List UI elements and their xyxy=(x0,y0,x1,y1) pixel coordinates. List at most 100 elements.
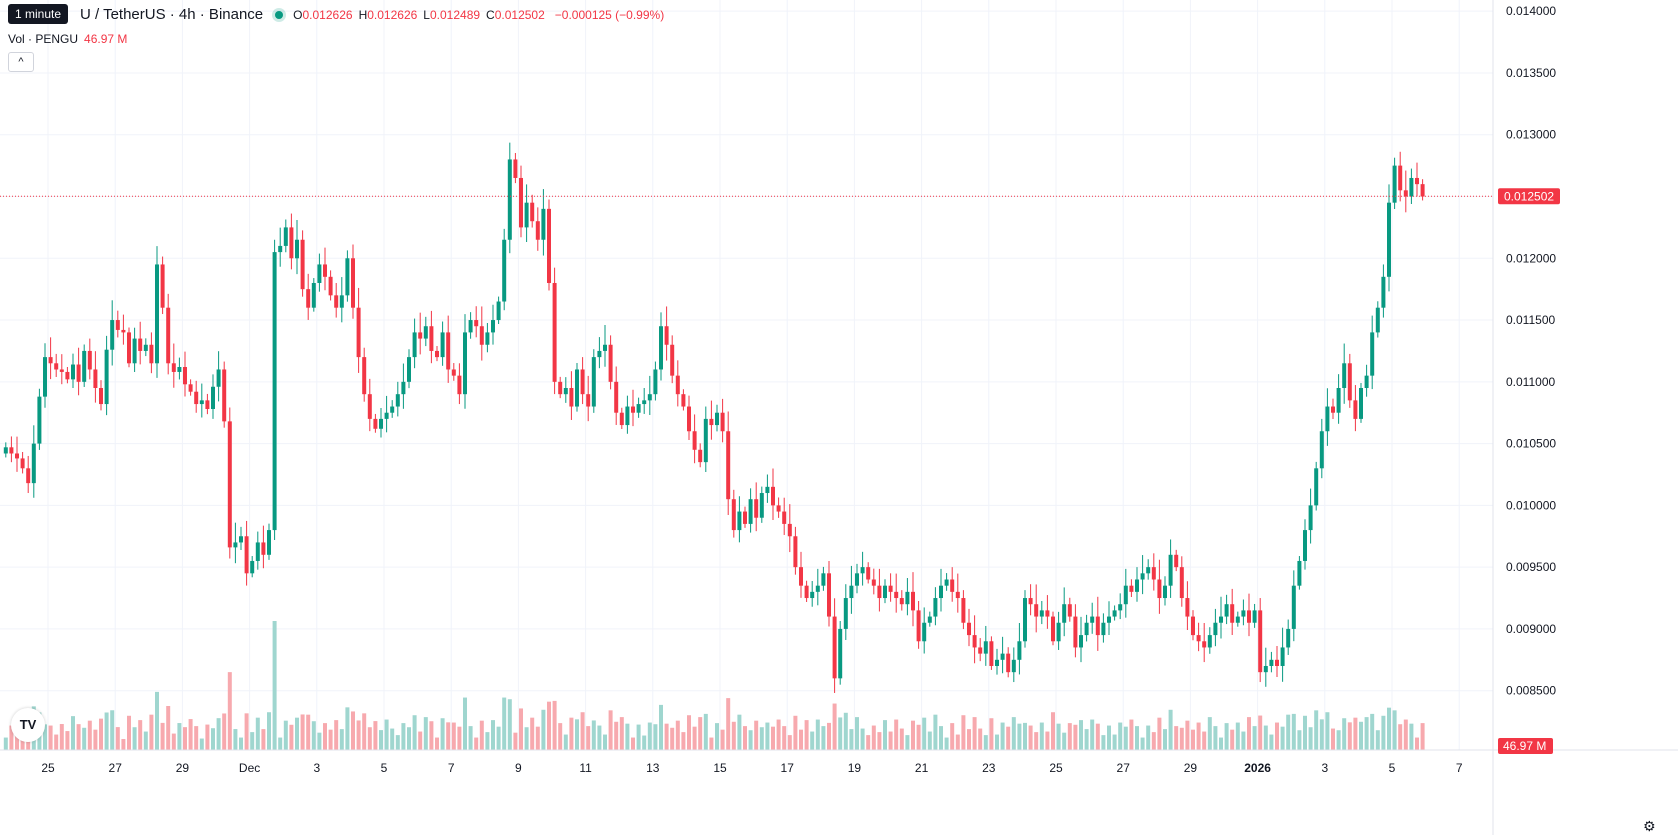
candle-body xyxy=(166,307,171,364)
volume-bar xyxy=(1213,726,1218,750)
volume-bar xyxy=(491,720,495,750)
volume-bar xyxy=(793,715,798,750)
volume-bar xyxy=(832,703,837,750)
volume-bar xyxy=(670,727,675,750)
candle-body xyxy=(524,202,529,228)
candle-body xyxy=(435,350,439,358)
volume-bar xyxy=(888,731,893,750)
volume-bar xyxy=(1017,723,1022,750)
volume-bar xyxy=(899,728,904,750)
candle-body xyxy=(1157,579,1162,599)
candle-body xyxy=(1342,363,1347,389)
x-tick-label: 21 xyxy=(915,761,929,775)
volume-bar xyxy=(233,729,238,750)
y-tick-label: 0.009500 xyxy=(1506,560,1556,574)
volume-bar xyxy=(311,721,316,750)
candle-body xyxy=(552,282,557,382)
candle-body xyxy=(922,622,927,642)
volume-bar xyxy=(1269,734,1274,750)
collapse-legend-button[interactable]: ^ xyxy=(8,52,34,72)
volume-bar xyxy=(1252,726,1257,750)
high-value: H0.012626 xyxy=(358,7,418,22)
candle-body xyxy=(1325,406,1330,432)
candle-body xyxy=(1331,406,1335,413)
candle-body xyxy=(1079,635,1083,648)
volume-bar xyxy=(390,728,395,750)
candle-body xyxy=(233,542,238,548)
volume-bar xyxy=(272,621,277,750)
volume-bar xyxy=(883,720,887,750)
volume-bar xyxy=(743,726,747,750)
volume-bar xyxy=(1123,726,1128,750)
candle-body xyxy=(642,400,647,405)
y-tick-label: 0.010500 xyxy=(1506,437,1556,451)
candle-body xyxy=(1286,628,1291,648)
volume-bar xyxy=(188,719,193,750)
candle-body xyxy=(653,369,658,395)
candle-body xyxy=(1135,579,1139,592)
candle-body xyxy=(989,641,994,666)
candle-body xyxy=(300,239,305,290)
change-value: −0.000125 (−0.99%) xyxy=(554,7,665,22)
candle-body xyxy=(558,381,563,395)
volume-bar xyxy=(849,729,854,750)
candle-body xyxy=(1028,598,1033,605)
volume-bar xyxy=(407,727,411,750)
volume-bar xyxy=(765,722,770,750)
volume-bar xyxy=(799,729,803,750)
volume-bar xyxy=(995,734,999,750)
price-axis[interactable]: 0.0140000.0135000.0130000.0125000.012000… xyxy=(1492,0,1556,835)
candle-body xyxy=(351,258,355,308)
volume-bar xyxy=(71,716,75,750)
candle-body xyxy=(401,381,406,395)
volume-bar xyxy=(1151,732,1156,750)
candle-body xyxy=(468,320,473,333)
candle-body xyxy=(1179,567,1184,599)
candle-body xyxy=(939,585,943,599)
volume-bar xyxy=(967,729,971,750)
volume-bar xyxy=(715,723,719,750)
volume-bar xyxy=(1207,717,1212,750)
volume-bar xyxy=(547,701,551,750)
candle-body xyxy=(93,369,98,389)
tradingview-logo-icon[interactable]: TV xyxy=(11,708,45,742)
candle-body xyxy=(765,486,770,494)
candle-body xyxy=(3,447,8,454)
volume-bar xyxy=(933,714,938,750)
volume-bar xyxy=(15,735,19,750)
volume-bar xyxy=(1112,734,1117,750)
candle-body xyxy=(1269,659,1274,666)
volume-bar xyxy=(575,719,579,750)
volume-bar xyxy=(1364,717,1369,750)
candle-body xyxy=(244,536,249,574)
volume-bar xyxy=(631,737,635,750)
candle-body xyxy=(37,396,42,444)
volume-bar xyxy=(166,706,171,750)
candle-body xyxy=(216,369,221,387)
volume-bar xyxy=(440,718,445,750)
volume-bar xyxy=(1168,709,1173,750)
candle-body xyxy=(1101,622,1106,636)
candle-body xyxy=(1314,468,1319,506)
volume-bar xyxy=(608,710,613,750)
candle-body xyxy=(911,591,915,611)
volume-bar xyxy=(278,737,283,750)
candle-body xyxy=(530,202,535,222)
candle-body xyxy=(1118,604,1123,611)
symbol-title[interactable]: U / TetherUS · 4h · Binance xyxy=(80,6,264,23)
candle-body xyxy=(283,227,288,246)
volume-bar xyxy=(412,715,417,750)
candle-body xyxy=(799,567,803,586)
volume-bar xyxy=(625,723,630,750)
candle-body xyxy=(1359,388,1363,419)
candle-body xyxy=(407,357,411,382)
time-axis[interactable]: 25 27 29 Dec 3 5 7 9 11 13 15 17 19 21 23 25 27 29 2026 3 5 7 xyxy=(0,749,1678,775)
candle-body xyxy=(255,542,260,561)
volume-bar xyxy=(1359,721,1363,750)
volume-bar xyxy=(250,732,255,750)
volume-bar xyxy=(927,731,932,750)
settings-gear-icon[interactable]: ⚙ xyxy=(1643,818,1656,834)
volume-bar xyxy=(267,712,271,750)
candle-body xyxy=(1409,177,1414,197)
